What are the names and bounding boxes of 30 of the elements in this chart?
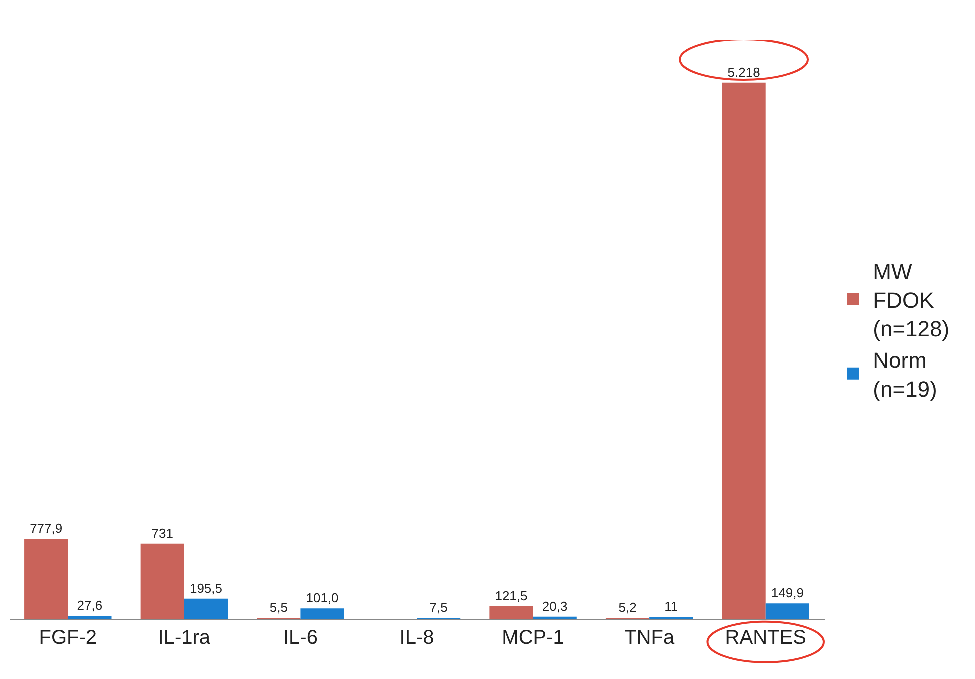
x-tick-label: MCP-1 <box>502 627 564 649</box>
data-label: 11 <box>664 599 678 614</box>
x-tick-label: IL-8 <box>400 627 434 649</box>
data-label: 195,5 <box>190 580 223 596</box>
bar <box>766 604 810 619</box>
data-label: 5,5 <box>270 600 288 615</box>
x-tick-label: IL-6 <box>283 627 318 649</box>
bar <box>722 82 766 619</box>
data-label: 20,3 <box>542 598 568 614</box>
x-tick-label: IL-1ra <box>158 627 212 649</box>
bar <box>490 606 534 619</box>
data-label: 731 <box>152 526 174 541</box>
bar <box>184 598 228 619</box>
legend-label: MW FDOK (n=128) <box>873 259 950 342</box>
data-label: 121,5 <box>495 588 528 604</box>
x-tick-label: RANTES <box>725 627 806 649</box>
data-label: 27,6 <box>77 598 103 614</box>
data-label: 5,2 <box>618 600 637 615</box>
legend-label: Norm (n=19) <box>873 348 938 402</box>
data-label: 777,9 <box>30 521 63 536</box>
data-label: 101,0 <box>306 590 339 606</box>
bar <box>300 608 344 619</box>
bar <box>68 616 112 619</box>
data-label: 7,5 <box>430 600 448 615</box>
x-tick-label: TNFa <box>624 627 676 649</box>
bar <box>140 544 184 619</box>
data-label: 149,9 <box>771 586 804 601</box>
bar <box>24 539 68 619</box>
data-label: 5.218 <box>728 64 760 80</box>
x-tick-label: FGF-2 <box>39 627 98 649</box>
